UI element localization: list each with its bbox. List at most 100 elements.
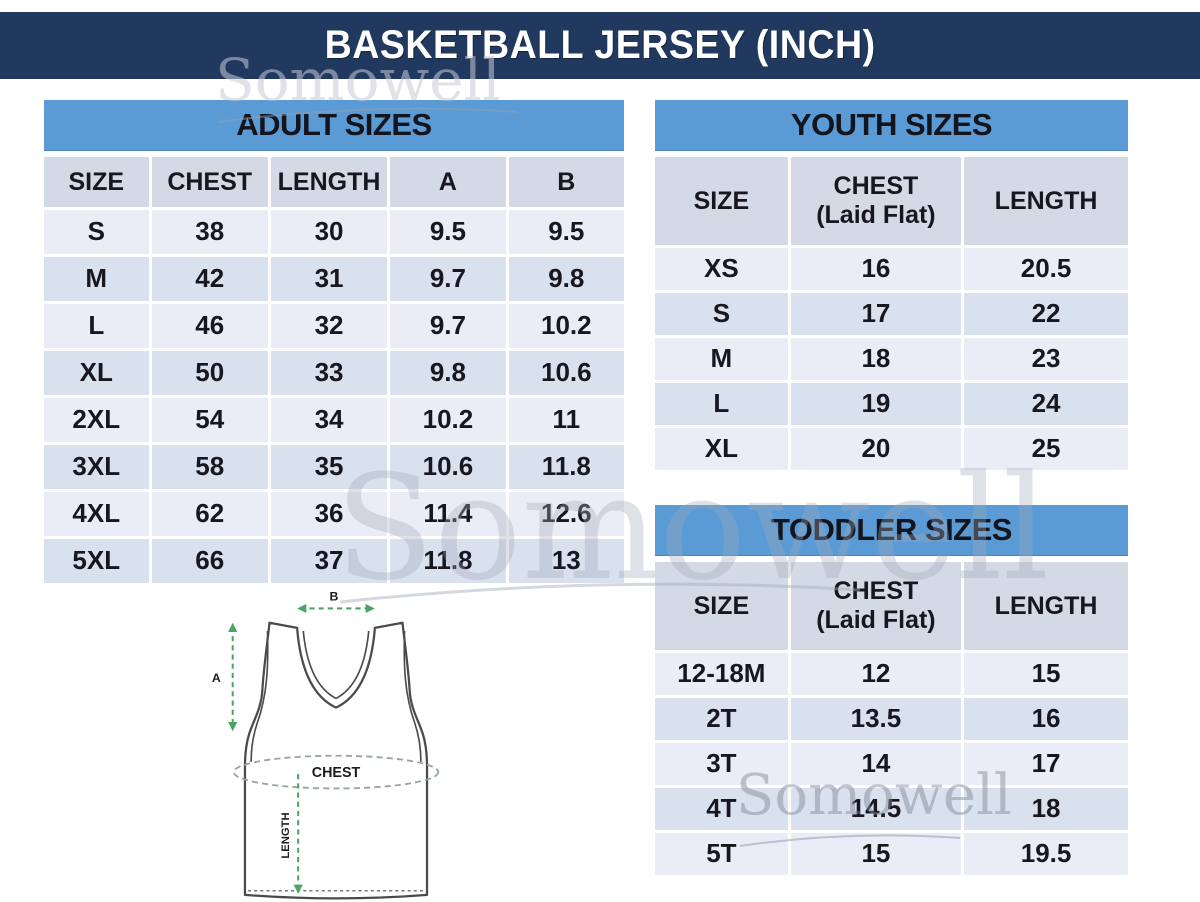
table-cell: 2T [655, 698, 788, 740]
jersey-armhole-left [250, 630, 269, 762]
table-cell: 33 [270, 351, 388, 395]
table-cell: 19 [790, 383, 962, 425]
table-cell: 20 [790, 428, 962, 470]
table-cell: 37 [270, 539, 388, 583]
table-row: 3XL 58 35 10.6 11.8 [44, 445, 624, 489]
table-cell: 14.5 [790, 788, 962, 830]
table-cell: 17 [790, 293, 962, 335]
table-cell: 11.4 [390, 492, 506, 536]
table-row: M 18 23 [655, 338, 1128, 380]
table-cell: XS [655, 248, 788, 290]
table-row: S 17 22 [655, 293, 1128, 335]
jersey-armhole-right [403, 630, 422, 762]
column-header: LENGTH [270, 157, 388, 207]
table-cell: 16 [964, 698, 1128, 740]
table-cell: XL [44, 351, 149, 395]
table-cell: 20.5 [964, 248, 1128, 290]
table-cell: 58 [151, 445, 268, 489]
jersey-outline [243, 621, 429, 900]
table-row: 3T 14 17 [655, 743, 1128, 785]
table-cell: 19.5 [964, 833, 1128, 875]
jersey-diagram: CHEST B A LENGTH [212, 589, 440, 900]
table-cell: 32 [270, 304, 388, 348]
table-cell: 38 [151, 210, 268, 254]
adult-column-headers: SIZE CHEST LENGTH A B [44, 157, 624, 207]
table-row: XL 20 25 [655, 428, 1128, 470]
table-cell: 2XL [44, 398, 149, 442]
table-cell: L [44, 304, 149, 348]
table-row: 2XL 54 34 10.2 11 [44, 398, 624, 442]
jersey-neckline [302, 630, 370, 700]
table-cell: 18 [964, 788, 1128, 830]
table-row: M 42 31 9.7 9.8 [44, 257, 624, 301]
table-cell: 3XL [44, 445, 149, 489]
table-cell: 12-18M [655, 653, 788, 695]
table-cell: 11.8 [390, 539, 506, 583]
table-cell: 12.6 [508, 492, 624, 536]
length-arrowhead [293, 884, 303, 894]
table-cell: S [44, 210, 149, 254]
table-cell: XL [655, 428, 788, 470]
title-bar: BASKETBALL JERSEY (INCH) [0, 12, 1200, 79]
table-cell: 13.5 [790, 698, 962, 740]
table-cell: 3T [655, 743, 788, 785]
column-header: CHEST (Laid Flat) [790, 157, 962, 245]
table-row: 4T 14.5 18 [655, 788, 1128, 830]
table-cell: L [655, 383, 788, 425]
table-cell: 11 [508, 398, 624, 442]
table-row: S 38 30 9.5 9.5 [44, 210, 624, 254]
table-cell: 22 [964, 293, 1128, 335]
toddler-sizes-table: TODDLER SIZES SIZE CHEST (Laid Flat) LENGTH… [655, 505, 1128, 875]
table-cell: 36 [270, 492, 388, 536]
chest-label: CHEST [312, 765, 361, 781]
table-cell: 10.6 [390, 445, 506, 489]
table-row: L 19 24 [655, 383, 1128, 425]
table-cell: 62 [151, 492, 268, 536]
column-header: SIZE [44, 157, 149, 207]
youth-rows: XS 16 20.5 S 17 22 M 18 23 L 19 24 XL 20 25 [655, 248, 1128, 470]
table-cell: 13 [508, 539, 624, 583]
table-cell: 11.8 [508, 445, 624, 489]
table-row: 4XL 62 36 11.4 12.6 [44, 492, 624, 536]
b-label: B [330, 589, 339, 603]
column-header: CHEST (Laid Flat) [790, 562, 962, 650]
youth-sizes-title: YOUTH SIZES [655, 100, 1128, 151]
chest-measure-ellipse [232, 754, 440, 790]
toddler-sizes-title: TODDLER SIZES [655, 505, 1128, 556]
table-cell: 12 [790, 653, 962, 695]
column-header: LENGTH [964, 157, 1128, 245]
table-row: XS 16 20.5 [655, 248, 1128, 290]
table-cell: 35 [270, 445, 388, 489]
column-header: B [508, 157, 624, 207]
a-label: A [212, 671, 221, 685]
table-cell: 25 [964, 428, 1128, 470]
table-cell: 42 [151, 257, 268, 301]
table-cell: 31 [270, 257, 388, 301]
table-cell: M [655, 338, 788, 380]
table-cell: 50 [151, 351, 268, 395]
toddler-column-headers: SIZE CHEST (Laid Flat) LENGTH [655, 562, 1128, 650]
table-cell: 23 [964, 338, 1128, 380]
table-cell: 4T [655, 788, 788, 830]
length-label: LENGTH [280, 812, 292, 858]
table-cell: 14 [790, 743, 962, 785]
table-row: 2T 13.5 16 [655, 698, 1128, 740]
table-cell: 15 [964, 653, 1128, 695]
table-cell: 9.7 [390, 257, 506, 301]
table-cell: M [44, 257, 149, 301]
table-cell: 10.2 [508, 304, 624, 348]
table-cell: 54 [151, 398, 268, 442]
table-cell: 34 [270, 398, 388, 442]
table-row: 5T 15 19.5 [655, 833, 1128, 875]
table-cell: 15 [790, 833, 962, 875]
youth-sizes-table: YOUTH SIZES SIZE CHEST (Laid Flat) LENGTH X… [655, 100, 1128, 470]
table-cell: 4XL [44, 492, 149, 536]
column-header: CHEST [151, 157, 268, 207]
column-header: SIZE [655, 157, 788, 245]
page-title: BASKETBALL JERSEY (INCH) [324, 23, 876, 67]
table-cell: 5T [655, 833, 788, 875]
table-cell: 9.8 [390, 351, 506, 395]
table-cell: S [655, 293, 788, 335]
table-cell: 24 [964, 383, 1128, 425]
table-cell: 30 [270, 210, 388, 254]
